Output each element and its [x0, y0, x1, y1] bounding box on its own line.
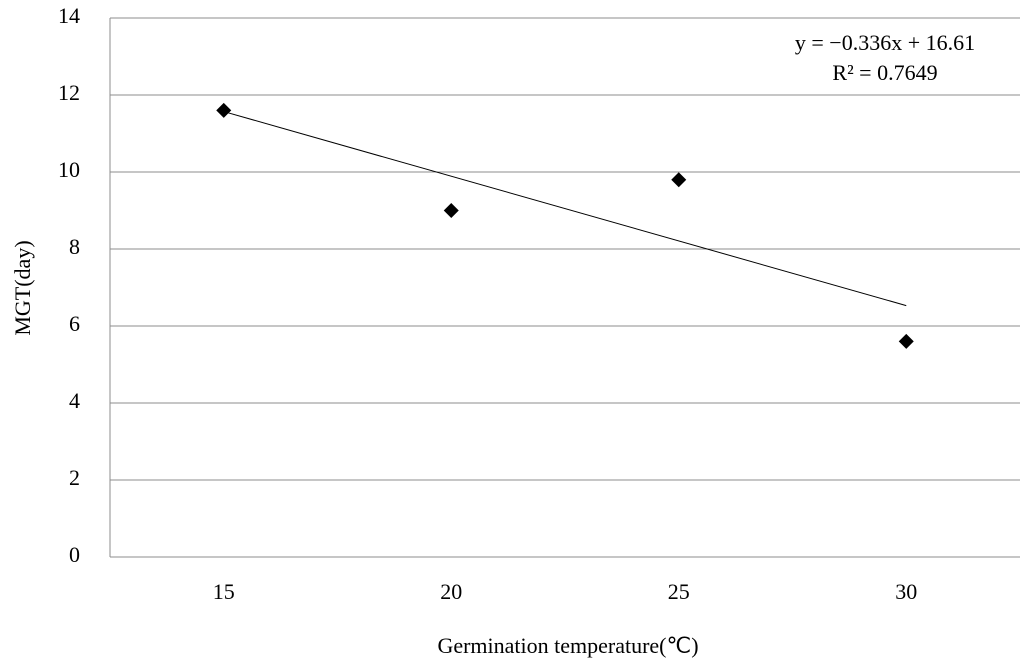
x-tick-label: 30 — [895, 579, 917, 604]
point — [216, 102, 232, 118]
trend-r2: R² = 0.7649 — [832, 60, 937, 85]
x-tick-label: 20 — [440, 579, 462, 604]
trend-equation: y = −0.336x + 16.61 — [795, 30, 975, 55]
x-tick-label: 25 — [668, 579, 690, 604]
y-tick-label: 8 — [69, 234, 80, 259]
point — [671, 172, 687, 188]
y-tick-label: 12 — [58, 80, 80, 105]
y-tick-label: 10 — [58, 157, 80, 182]
y-tick-label: 2 — [69, 465, 80, 490]
point — [443, 203, 459, 218]
trend-line — [223, 111, 907, 307]
x-axis-label: Germination temperature(℃) — [437, 633, 698, 658]
point — [898, 333, 914, 349]
y-tick-label: 14 — [58, 3, 80, 28]
y-tick-label: 6 — [69, 311, 80, 336]
y-axis-label: MGT(day) — [10, 240, 35, 335]
x-tick-label: 15 — [213, 579, 235, 604]
y-tick-label: 0 — [69, 542, 80, 567]
y-tick-label: 4 — [69, 388, 80, 413]
